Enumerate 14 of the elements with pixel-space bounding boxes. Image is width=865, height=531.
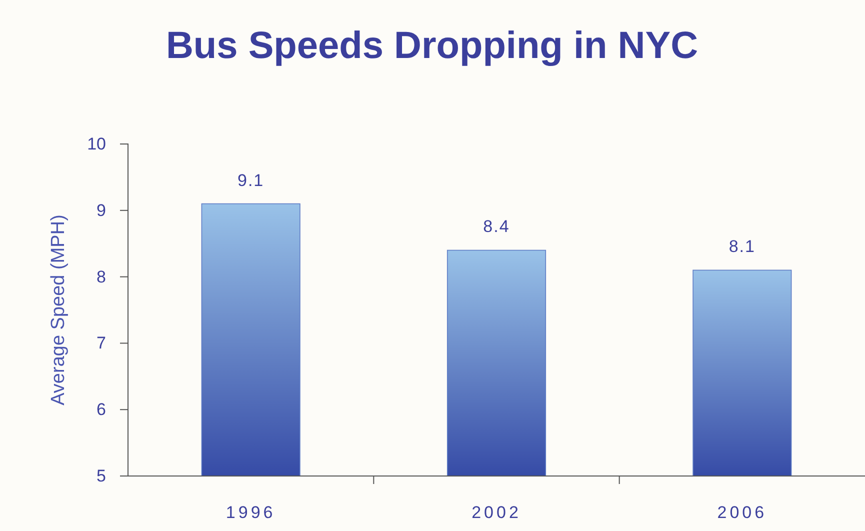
data-label: 8.4: [483, 217, 510, 236]
x-tick-label: 2002: [472, 503, 522, 522]
y-axis-title: Average Speed (MPH): [48, 214, 69, 406]
y-tick-label: 6: [96, 400, 106, 420]
y-tick-label: 9: [96, 200, 106, 220]
y-tick-label: 10: [87, 134, 106, 154]
y-tick-label: 7: [96, 334, 106, 353]
data-label: 9.1: [238, 170, 264, 190]
chart-title: Bus Speeds Dropping in NYC: [166, 25, 698, 67]
y-tick-label: 8: [96, 267, 106, 286]
x-tick-label: 1996: [226, 503, 276, 522]
data-label: 8.1: [728, 237, 756, 256]
y-tick-label: 5: [96, 466, 106, 486]
x-tick-label: 2006: [717, 503, 768, 522]
